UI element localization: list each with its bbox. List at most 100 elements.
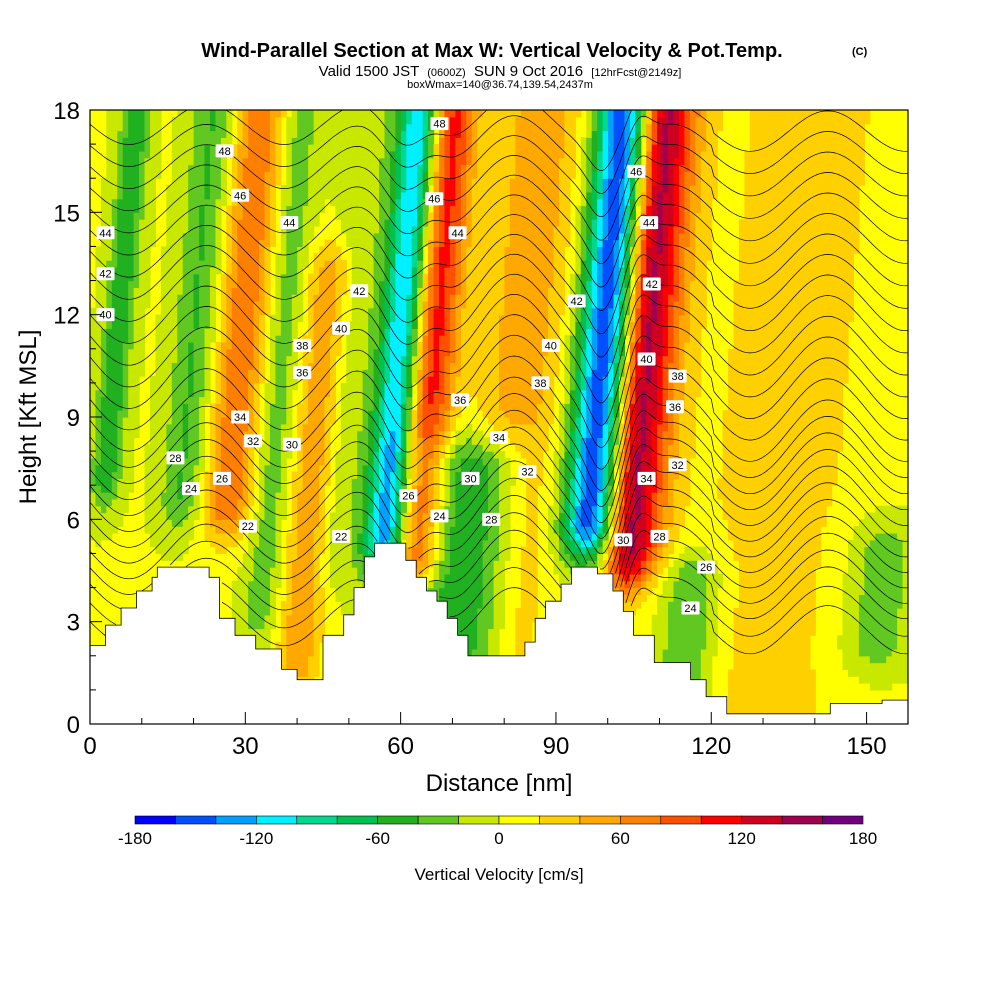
colorbar: -180 -120 -60 0 60 120 180 (118, 815, 877, 848)
colorbar-tick-label: -120 (239, 829, 273, 848)
theta-contour-line (90, 314, 908, 426)
y-tick-label: 12 (53, 303, 80, 330)
colorbar-tick-label: 0 (494, 829, 503, 848)
colorbar-swatch (539, 815, 581, 825)
contour-label: 44 (280, 216, 299, 230)
contour-label: 32 (518, 465, 537, 479)
contour-label-text: 24 (185, 484, 197, 496)
theta-contour-line (90, 194, 908, 288)
contour-label: 30 (282, 437, 301, 451)
contour-label: 24 (181, 482, 200, 496)
contour-label-text: 36 (669, 402, 681, 414)
theta-contour-line (90, 115, 908, 194)
colorbar-swatch (660, 815, 702, 825)
theta-contour-line (90, 587, 908, 655)
contour-label-text: 34 (493, 432, 505, 444)
contour-label-text: 32 (671, 460, 683, 472)
theta-contour-line (90, 567, 908, 637)
contour-label-text: 34 (640, 473, 652, 485)
colorbar-tick-label: 60 (611, 829, 630, 848)
contour-label-text: 24 (433, 511, 445, 523)
contour-label: 32 (244, 434, 263, 448)
theta-contour-line (90, 393, 908, 507)
contour-label: 26 (399, 488, 418, 502)
subtitle-box-info: boxWmax=140@36.74,139.54,2437m (407, 79, 593, 91)
contour-label: 34 (231, 410, 250, 424)
contour-label-text: 26 (402, 490, 414, 502)
theta-contour-line (90, 460, 908, 570)
y-tick-label: 18 (53, 98, 80, 125)
contour-label-text: 40 (545, 340, 557, 352)
colorbar-swatch (781, 815, 823, 825)
theta-contour-line (90, 443, 908, 555)
contour-label-text: 32 (247, 436, 259, 448)
x-axis-label: Distance [nm] (426, 770, 573, 797)
colorbar-swatch (134, 815, 176, 825)
colorbar-swatch (579, 815, 621, 825)
contour-label-text: 44 (451, 228, 463, 240)
x-tick-label: 120 (691, 733, 731, 760)
colorbar-swatch (700, 815, 742, 825)
subtitle-utc-time: (0600Z) (427, 67, 466, 79)
contour-label: 36 (666, 400, 685, 414)
contour-label-text: 30 (464, 473, 476, 485)
colorbar-tick-label: 180 (849, 829, 877, 848)
theta-contour-line (90, 547, 908, 620)
contour-label: 42 (642, 277, 661, 291)
contour-label-text: 46 (630, 166, 642, 178)
contour-label-text: 36 (454, 395, 466, 407)
contour-label-text: 44 (99, 228, 111, 240)
contour-label-text: 48 (433, 119, 445, 131)
contour-label-text: 36 (296, 368, 308, 380)
colorbar-swatch (741, 815, 783, 825)
colorbar-tick-label: 120 (727, 829, 755, 848)
contour-label-text: 30 (286, 439, 298, 451)
contour-label-text: 48 (218, 146, 230, 158)
contour-label: 38 (531, 376, 550, 390)
contour-label-text: 44 (283, 218, 295, 230)
velocity-field (90, 110, 908, 724)
contour-label-text: 24 (684, 603, 696, 615)
contour-label: 48 (215, 144, 234, 158)
contour-label-text: 40 (335, 323, 347, 335)
theta-contour-line (90, 334, 908, 448)
y-tick-label: 9 (67, 405, 80, 432)
contour-label-text: 42 (99, 269, 111, 281)
colorbar-swatch (215, 815, 257, 825)
theta-contour-line (90, 174, 908, 264)
x-tick-label: 30 (232, 733, 259, 760)
contour-label-text: 32 (521, 467, 533, 479)
contour-label: 48 (430, 117, 449, 131)
contour-label: 34 (490, 430, 508, 444)
theta-contour-line (90, 233, 908, 335)
contour-label: 34 (637, 471, 656, 485)
contour-label-text: 42 (646, 279, 658, 291)
subtitle-forecast: [12hrFcst@2149z] (591, 67, 681, 79)
contour-label-text: 38 (671, 371, 683, 383)
colorbar-swatch (417, 815, 459, 825)
theta-contour-line (90, 214, 908, 311)
contour-label-text: 42 (353, 286, 365, 298)
theta-contour-line (90, 477, 908, 573)
contour-label: 40 (541, 338, 560, 352)
colorbar-swatch (377, 815, 419, 825)
contour-label-text: 40 (640, 354, 652, 366)
colorbar-swatch (256, 815, 298, 825)
contour-label: 42 (567, 294, 586, 308)
colorbar-swatch (498, 815, 540, 825)
y-axis-label: Height [Kft MSL] (15, 330, 42, 505)
contour-label-text: 26 (700, 562, 712, 574)
title-copyright-mark: (C) (852, 46, 868, 58)
contour-label: 30 (461, 471, 480, 485)
x-tick-label: 150 (847, 733, 887, 760)
contour-label: 26 (213, 471, 232, 485)
contour-label-text: 42 (571, 296, 583, 308)
x-axis: 0 30 60 90 120 150 (83, 712, 887, 760)
contour-label: 46 (425, 192, 444, 206)
theta-contour-line (90, 376, 908, 491)
contour-label: 44 (448, 226, 467, 240)
contour-label-text: 38 (296, 340, 308, 352)
contour-label: 44 (96, 226, 115, 240)
theta-contour-line (90, 155, 908, 241)
